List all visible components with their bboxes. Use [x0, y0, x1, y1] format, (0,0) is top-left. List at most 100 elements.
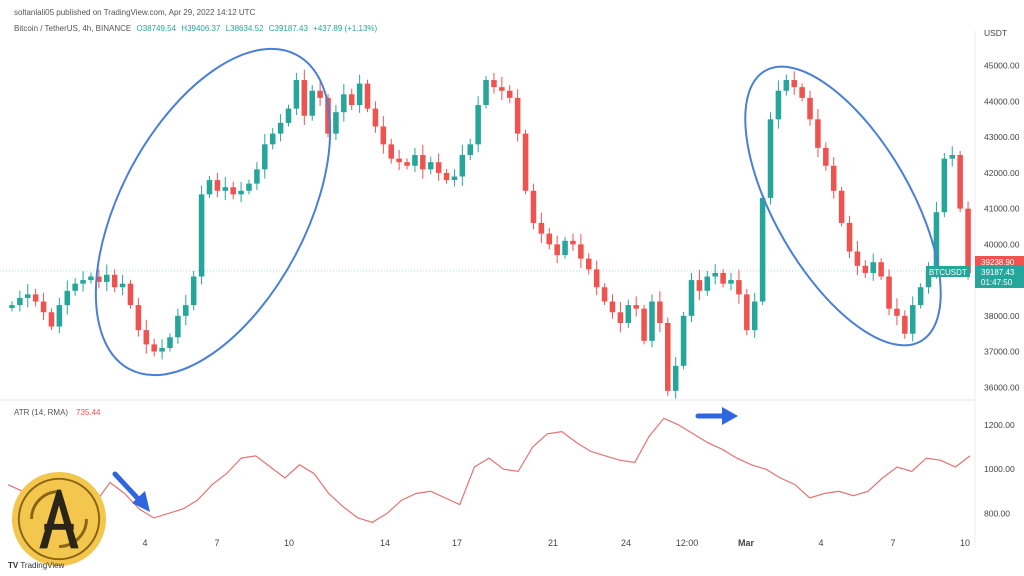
atr-line: [7, 417, 971, 528]
price-tag-red: 39238.90: [975, 256, 1024, 267]
price-tick-label: 42000.00: [984, 168, 1020, 178]
candle: [127, 279, 134, 309]
candle: [301, 69, 308, 126]
candle: [404, 158, 410, 170]
candle: [17, 290, 23, 312]
atr-tick-label: 800.00: [984, 508, 1010, 518]
candle: [348, 88, 355, 111]
time-tick-label: 7: [214, 538, 219, 548]
candle: [285, 104, 292, 127]
time-tick-label: 4: [142, 538, 147, 548]
candle: [396, 149, 402, 171]
countdown-text: 01:47:50: [981, 278, 1013, 287]
high-value: H39406.37: [181, 24, 221, 33]
candle: [364, 79, 371, 113]
candle: [293, 72, 300, 116]
candle: [775, 80, 782, 129]
symbol-title[interactable]: Bitcoin / TetherUS, 4h, BINANCE: [14, 24, 132, 33]
candle: [420, 144, 426, 179]
candle: [617, 301, 624, 333]
candle: [230, 181, 236, 200]
highlight-ellipse-rally: [94, 47, 332, 377]
candle: [586, 253, 592, 275]
symbol-tag-text: BTCUSDT: [929, 268, 967, 277]
price-tick-label: 36000.00: [984, 382, 1020, 392]
candle: [222, 176, 229, 201]
candle: [807, 90, 813, 126]
time-tick-label: 10: [960, 538, 970, 548]
time-tick-label: 7: [890, 538, 895, 548]
currency-label: USDT: [984, 28, 1007, 38]
candle: [688, 272, 695, 323]
candle: [467, 138, 474, 161]
candle: [838, 186, 845, 227]
candle: [48, 308, 55, 331]
candle: [593, 260, 600, 296]
candle: [744, 288, 750, 336]
candle: [530, 183, 537, 230]
price-tag-green: 39187.43 01:47:50: [975, 266, 1024, 288]
candle: [104, 264, 110, 292]
time-axis[interactable]: 4 7 10 14 17 21 24 12:00 Mar 4 7 10: [142, 538, 970, 548]
candle: [633, 296, 639, 317]
price-tag-red-text: 39238.90: [981, 258, 1015, 267]
candle: [554, 235, 560, 263]
candle: [499, 76, 505, 101]
candle: [609, 294, 616, 319]
candle: [269, 128, 276, 150]
candle: [657, 291, 663, 333]
atr-title: ATR (14, RMA): [14, 408, 68, 417]
tradingview-icon: TV: [8, 561, 19, 570]
candle: [625, 299, 632, 328]
candle: [791, 71, 797, 96]
candle: [665, 317, 671, 396]
open-value: O38749.54: [136, 24, 177, 33]
candle: [830, 157, 837, 199]
candle: [680, 311, 687, 370]
candle: [333, 105, 339, 141]
candle: [451, 169, 458, 187]
arrow-icon: [112, 471, 150, 512]
candle: [88, 272, 94, 284]
candle: [514, 89, 521, 142]
price-tick-label: 37000.00: [984, 347, 1020, 357]
candle: [341, 83, 347, 122]
candle: [957, 151, 963, 213]
change-value: +437.89 (+1.13%): [313, 24, 378, 33]
candle: [491, 72, 497, 94]
candle: [902, 310, 908, 339]
candle: [949, 146, 956, 167]
candle: [736, 269, 742, 304]
candle: [356, 74, 363, 113]
candle: [783, 74, 790, 96]
candle: [483, 76, 489, 109]
price-tick-label: 45000.00: [984, 61, 1020, 71]
publisher-text: soltanlali05 published on TradingView.co…: [14, 8, 256, 17]
candle: [206, 176, 213, 198]
candle: [317, 81, 323, 106]
candle: [40, 292, 47, 321]
candle: [96, 269, 102, 289]
price-tick-label: 38000.00: [984, 311, 1020, 321]
candle: [506, 85, 513, 103]
candle: [151, 338, 157, 357]
candle: [56, 297, 63, 333]
ohlc-legend: Bitcoin / TetherUS, 4h, BINANCE O38749.5…: [14, 24, 380, 33]
candle: [262, 133, 268, 179]
price-tick-label: 43000.00: [984, 132, 1020, 142]
price-tag-green-text: 39187.43: [981, 268, 1015, 277]
price-tick-label: 41000.00: [984, 204, 1020, 214]
price-tick-label: 40000.00: [984, 239, 1020, 249]
tradingview-brand: TV TradingView: [8, 561, 64, 570]
candle: [111, 269, 118, 293]
candle: [854, 241, 861, 276]
price-axis[interactable]: 36000.0037000.0038000.0039000.0040000.00…: [984, 61, 1020, 393]
atr-tick-label: 1000.00: [984, 464, 1015, 474]
time-tick-label: 10: [284, 538, 294, 548]
candle: [728, 272, 734, 291]
candle: [712, 264, 718, 285]
candle: [175, 308, 181, 344]
candle: [435, 153, 442, 181]
candle: [277, 114, 284, 142]
